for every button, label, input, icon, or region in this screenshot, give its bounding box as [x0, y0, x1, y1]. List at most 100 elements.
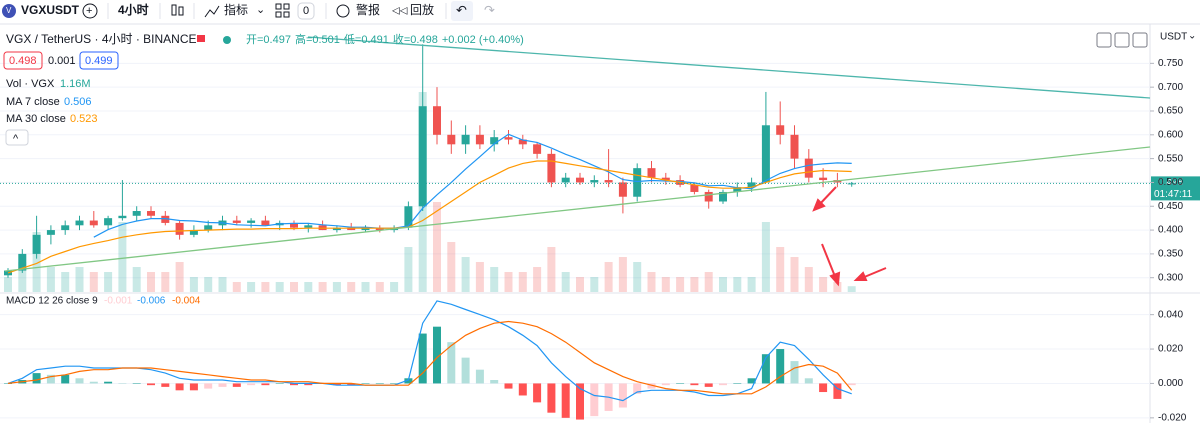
pane-buttons[interactable] — [1096, 32, 1148, 48]
ma30-label: MA 30 close — [6, 113, 66, 125]
alert-icon — [336, 4, 350, 18]
candle-body — [590, 180, 599, 183]
replay[interactable]: 回放 — [410, 2, 434, 17]
trend-line[interactable] — [307, 36, 1151, 99]
candle-body — [447, 134, 456, 145]
volume-bar — [189, 277, 198, 292]
macd-line — [7, 300, 852, 402]
interval[interactable]: 4小时 — [118, 2, 149, 17]
add-symbol[interactable] — [82, 3, 98, 19]
histogram-bar — [161, 383, 170, 387]
candle-body — [61, 225, 70, 231]
histogram-bar — [75, 378, 84, 384]
undo-button[interactable] — [451, 1, 473, 21]
collapse-glyph: ^ — [13, 133, 19, 145]
y-tick-label: -0.020 — [1158, 412, 1187, 423]
count-box — [297, 2, 315, 20]
candle-body — [290, 222, 298, 228]
volume-bar — [590, 277, 599, 292]
last-price-box — [1151, 176, 1200, 201]
volume-bar — [290, 282, 298, 292]
candle-body — [633, 168, 642, 197]
histogram-bar — [347, 383, 356, 386]
candle-body — [704, 191, 713, 202]
candle-body — [104, 218, 113, 226]
candle-body — [733, 187, 742, 192]
count[interactable]: 0 — [303, 5, 309, 17]
candle-body — [604, 180, 613, 183]
currency-dropdown[interactable]: ⌄ — [1188, 31, 1196, 42]
redo-button[interactable]: ↷ — [484, 2, 495, 17]
histogram-bar — [533, 383, 542, 403]
indicators[interactable]: 指标 — [224, 2, 248, 17]
dropdown[interactable]: ⌄ — [256, 4, 265, 16]
candle-body — [647, 168, 656, 178]
legend: VGX / TetherUS · 4小时 · BINANCE 开=0.497 高=… — [3, 32, 524, 307]
y-tick-label: 0.350 — [1158, 249, 1183, 260]
candle-body — [247, 220, 256, 223]
ma-line — [93, 133, 852, 238]
histogram-bar — [704, 383, 713, 387]
ask-box[interactable] — [79, 51, 119, 70]
collapse-button[interactable] — [5, 129, 29, 146]
status-dot — [223, 36, 231, 44]
candle-body — [461, 134, 470, 145]
volume-bar — [533, 267, 542, 292]
histogram-bar — [690, 383, 699, 386]
candle-body — [719, 191, 727, 202]
histogram-bar — [747, 378, 756, 384]
bid-box[interactable] — [3, 51, 43, 70]
currency[interactable]: USDT — [1160, 32, 1187, 43]
histogram-bar — [232, 383, 241, 387]
candle-body — [576, 177, 584, 183]
annotation-arrows — [812, 186, 887, 287]
macd-signal-value: -0.004 — [172, 296, 201, 307]
candle-body — [332, 227, 341, 231]
vol-label: Vol · VGX — [6, 78, 55, 90]
histogram-bar — [290, 383, 298, 386]
flag — [197, 35, 205, 42]
volume-bar — [147, 272, 155, 292]
volume-bar — [132, 267, 141, 292]
histogram-bar — [761, 354, 770, 384]
candle-body — [232, 220, 241, 223]
add-symbol-glyph: + — [86, 5, 92, 17]
volume-bar — [504, 272, 513, 292]
y-tick-label: 0.000 — [1158, 378, 1183, 389]
candle-body — [475, 134, 484, 145]
histogram-bar — [175, 383, 184, 391]
candle-body — [347, 227, 356, 231]
histogram-bar — [590, 383, 599, 417]
alert[interactable]: 警报 — [356, 2, 380, 17]
volume-bar — [804, 267, 813, 292]
layout-button[interactable] — [275, 3, 290, 18]
candle-body — [433, 106, 441, 135]
bid: 0.498 — [9, 55, 37, 67]
y-tick-label: 0.750 — [1158, 58, 1183, 69]
symbol[interactable]: VGXUSDT — [21, 3, 80, 17]
macd-hist-value: -0.001 — [104, 296, 133, 307]
candle-body — [761, 125, 770, 183]
vol-value: 1.16M — [60, 78, 91, 90]
chart-type-button[interactable] — [171, 4, 184, 16]
histogram-bar — [418, 333, 427, 384]
y-tick-label: 0.020 — [1158, 344, 1183, 355]
volume-bar — [318, 282, 327, 292]
volume-bar — [490, 267, 499, 292]
histogram-bar — [332, 383, 341, 386]
candle-body — [46, 230, 55, 235]
volume-bar — [118, 222, 127, 292]
y-tick-label: 0.400 — [1158, 225, 1183, 236]
toolbar: V VGXUSDT + 4小时 指标 ⌄ 0 警报 ◁◁ 回放 ↶ ↷ — [2, 1, 495, 21]
histogram-bar — [89, 381, 98, 384]
y-tick-label: 0.550 — [1158, 153, 1183, 164]
histogram-bar — [433, 326, 441, 384]
volume-bar — [232, 282, 241, 292]
countdown: 01:47:11 — [1154, 189, 1193, 200]
histogram-bar — [504, 383, 513, 389]
volume-bar — [247, 282, 256, 292]
histogram-bar — [618, 383, 627, 408]
trend-line[interactable] — [4, 146, 1151, 272]
volume-bar — [676, 277, 685, 292]
candle-body — [304, 225, 313, 228]
